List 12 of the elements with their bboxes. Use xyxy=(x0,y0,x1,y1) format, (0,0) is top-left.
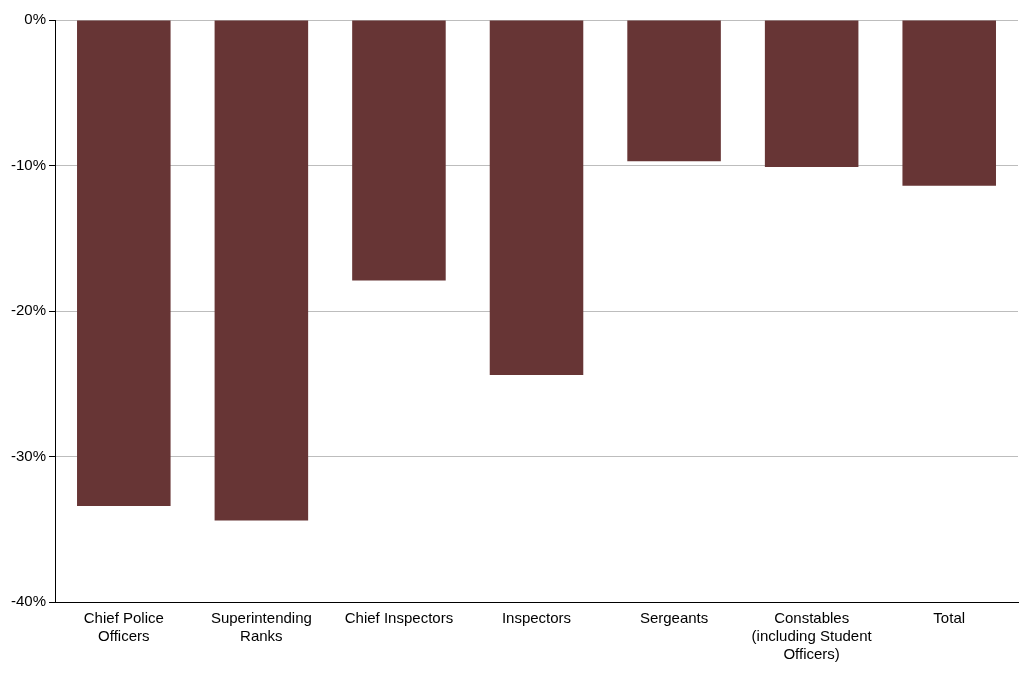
y-tick-label: -10% xyxy=(10,155,47,173)
x-tick-label: Constables (including Student Officers) xyxy=(751,609,873,663)
y-tick-label: -40% xyxy=(10,592,47,610)
x-tick-label: Chief Inspectors xyxy=(344,609,454,627)
x-tick-label: Superintending Ranks xyxy=(210,609,312,645)
x-tick-label: Chief Police Officers xyxy=(83,609,164,645)
y-tick-label: -30% xyxy=(10,446,47,464)
y-tick-label: -20% xyxy=(10,301,47,319)
x-tick-label: Inspectors xyxy=(501,609,572,627)
x-tick-label: Total xyxy=(933,609,966,627)
y-tick-label: 0% xyxy=(24,10,47,28)
x-tick-label: Sergeants xyxy=(639,609,709,627)
